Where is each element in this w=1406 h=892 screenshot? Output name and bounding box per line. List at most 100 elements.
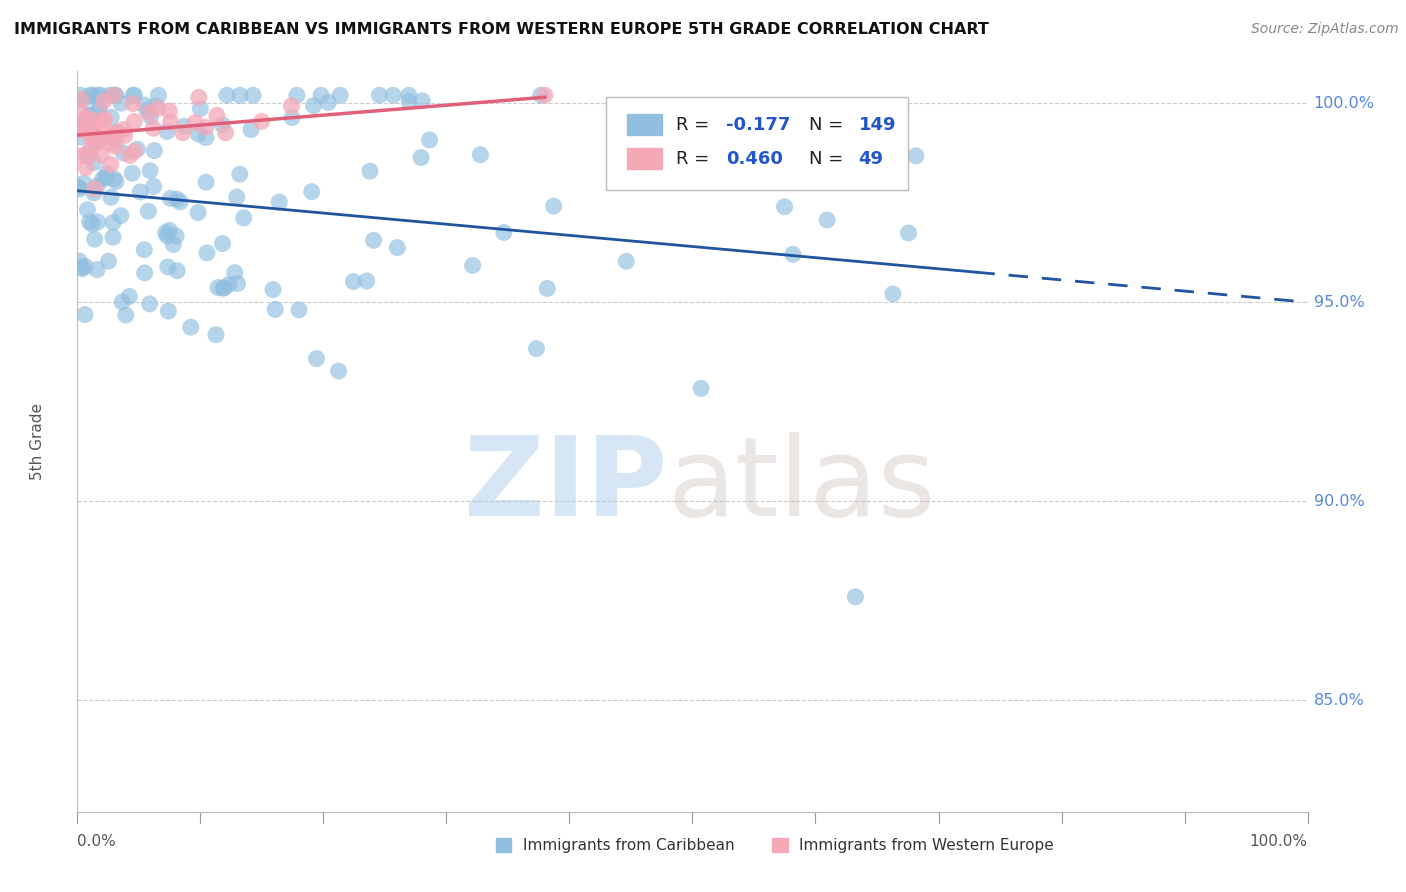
Point: [382, 88, 405, 103]
Point: [70, 148, 93, 162]
Point: [86, 88, 108, 103]
Point: [86, 215, 108, 229]
Point: [83, 155, 105, 169]
Point: [844, 590, 866, 604]
Point: [492, 226, 515, 240]
Point: [93, 112, 115, 126]
Point: [73, 176, 96, 190]
Point: [773, 200, 796, 214]
Point: [211, 118, 233, 132]
Point: [614, 254, 637, 268]
Text: N =: N =: [810, 116, 849, 134]
Point: [329, 88, 352, 103]
Point: [156, 124, 179, 138]
Point: [73, 93, 96, 107]
Point: [69, 104, 91, 119]
Text: Immigrants from Caribbean: Immigrants from Caribbean: [523, 838, 734, 853]
Point: [419, 133, 441, 147]
Point: [89, 100, 111, 114]
Text: N =: N =: [810, 150, 849, 168]
Point: [359, 164, 381, 178]
Point: [409, 151, 432, 165]
Point: [157, 223, 180, 237]
FancyBboxPatch shape: [606, 97, 908, 190]
Point: [84, 136, 107, 151]
Point: [309, 88, 332, 103]
Point: [461, 259, 484, 273]
Point: [72, 123, 94, 137]
Text: IMMIGRANTS FROM CARIBBEAN VS IMMIGRANTS FROM WESTERN EUROPE 5TH GRADE CORRELATIO: IMMIGRANTS FROM CARIBBEAN VS IMMIGRANTS …: [14, 22, 988, 37]
Text: R =: R =: [676, 150, 716, 168]
Text: Immigrants from Western Europe: Immigrants from Western Europe: [800, 838, 1054, 853]
Point: [100, 128, 122, 142]
Point: [124, 88, 146, 103]
Point: [159, 191, 181, 205]
Point: [280, 99, 302, 113]
Point: [398, 95, 420, 109]
Point: [124, 114, 146, 128]
Point: [100, 157, 122, 171]
Point: [187, 90, 209, 104]
Point: [75, 161, 97, 175]
Point: [411, 94, 433, 108]
Point: [225, 190, 247, 204]
Point: [89, 130, 111, 145]
Point: [264, 302, 287, 317]
Text: 5th Grade: 5th Grade: [31, 403, 45, 480]
Point: [83, 119, 105, 133]
Point: [118, 289, 141, 303]
Point: [69, 182, 91, 196]
Point: [218, 277, 240, 292]
Point: [89, 131, 111, 145]
Text: 149: 149: [859, 116, 896, 134]
Point: [67, 180, 90, 194]
Point: [134, 243, 156, 257]
Point: [70, 261, 93, 276]
Point: [226, 277, 249, 291]
Point: [93, 95, 115, 109]
Point: [534, 88, 557, 103]
Point: [80, 131, 103, 145]
Point: [104, 126, 127, 140]
Point: [83, 186, 105, 200]
Point: [138, 297, 160, 311]
Point: [229, 88, 252, 103]
Text: 95.0%: 95.0%: [1313, 294, 1364, 310]
Point: [156, 260, 179, 274]
Point: [122, 88, 145, 103]
Point: [83, 232, 105, 246]
Point: [75, 112, 97, 126]
Point: [122, 96, 145, 111]
Point: [103, 171, 125, 186]
Point: [155, 226, 177, 240]
Point: [80, 141, 103, 155]
Point: [194, 120, 217, 135]
Text: R =: R =: [676, 116, 716, 134]
Point: [342, 275, 364, 289]
Text: -0.177: -0.177: [725, 116, 790, 134]
Point: [136, 103, 159, 118]
Point: [105, 174, 128, 188]
Point: [285, 88, 308, 103]
Point: [86, 178, 108, 193]
Point: [90, 148, 112, 162]
Point: [103, 88, 125, 103]
Point: [212, 281, 235, 295]
Point: [356, 274, 378, 288]
Point: [77, 149, 100, 163]
Point: [70, 92, 93, 106]
Point: [328, 364, 350, 378]
Text: 100.0%: 100.0%: [1313, 95, 1375, 111]
Text: 49: 49: [859, 150, 883, 168]
Point: [103, 132, 125, 146]
Point: [67, 254, 90, 268]
Point: [114, 308, 136, 322]
Point: [72, 121, 94, 136]
Point: [543, 199, 565, 213]
Point: [240, 122, 263, 136]
Point: [897, 226, 920, 240]
Point: [782, 247, 804, 261]
Point: [305, 351, 328, 366]
Point: [104, 139, 127, 153]
Point: [75, 260, 97, 274]
